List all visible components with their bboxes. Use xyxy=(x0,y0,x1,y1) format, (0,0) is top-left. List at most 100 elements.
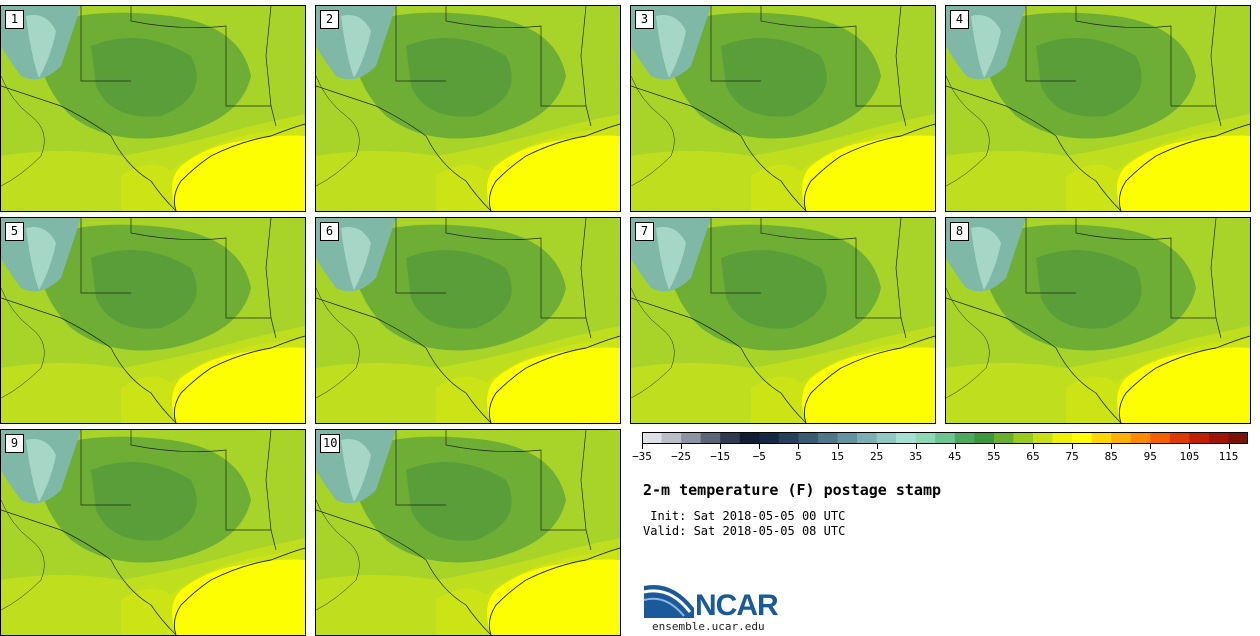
colorbar-tick-label: 85 xyxy=(1104,450,1118,463)
colorbar-tick xyxy=(954,444,956,449)
member-number: 5 xyxy=(5,222,24,241)
temperature-map xyxy=(1,6,305,211)
colorbar-tick-label: 55 xyxy=(987,450,1001,463)
colorbar-bin xyxy=(837,432,858,444)
member-panel: 10 xyxy=(315,429,621,636)
colorbar-tick xyxy=(1150,444,1152,449)
member-number: 3 xyxy=(635,10,654,29)
colorbar-bin xyxy=(1228,432,1248,444)
colorbar-bin xyxy=(896,432,917,444)
colorbar-bin xyxy=(974,432,995,444)
member-number: 10 xyxy=(320,434,341,453)
member-number: 1 xyxy=(5,10,24,29)
colorbar-tick xyxy=(642,444,643,449)
colorbar-tick xyxy=(837,444,839,449)
colorbar-tick-label: −35 xyxy=(632,450,652,463)
colorbar-ticks: −35 −25 −15 −5 5 15 25 35 45 55 65 75 85 95 105 115 xyxy=(632,444,1248,466)
colorbar-tick-label: 35 xyxy=(909,450,923,463)
colorbar-bin xyxy=(739,432,760,444)
member-panel: 5 xyxy=(0,217,306,424)
colorbar-bin xyxy=(1111,432,1132,444)
colorbar-tick-label: 95 xyxy=(1143,450,1157,463)
colorbar-bin xyxy=(778,432,799,444)
colorbar-bin xyxy=(1032,432,1054,444)
colorbar-bin xyxy=(1013,432,1034,444)
colorbar-tick xyxy=(1033,444,1034,449)
colorbar-bin xyxy=(1169,432,1190,444)
colorbar-tick-label: 75 xyxy=(1065,450,1079,463)
temperature-colorbar xyxy=(642,432,1248,444)
colorbar-tick-label: −25 xyxy=(671,450,692,463)
colorbar-bin xyxy=(720,432,741,444)
temperature-map xyxy=(1,218,305,423)
colorbar-bin xyxy=(798,432,819,444)
member-panel: 2 xyxy=(315,5,621,212)
temperature-map xyxy=(1,430,305,635)
colorbar-tick xyxy=(1189,444,1191,449)
member-panel: 3 xyxy=(630,5,936,212)
member-number: 2 xyxy=(320,10,339,29)
member-number: 6 xyxy=(320,222,339,241)
member-number: 7 xyxy=(635,222,654,241)
member-panel: 8 xyxy=(945,217,1251,424)
colorbar-bin xyxy=(1150,432,1171,444)
colorbar-bin xyxy=(857,432,878,444)
colorbar-tick xyxy=(720,444,722,449)
temperature-map xyxy=(316,6,620,211)
colorbar-tick xyxy=(798,444,800,449)
colorbar-bin xyxy=(700,432,721,444)
colorbar-tick xyxy=(1111,444,1113,449)
colorbar-tick-label: 45 xyxy=(948,450,962,463)
colorbar-bin xyxy=(681,432,702,444)
colorbar-bin xyxy=(1091,432,1112,444)
colorbar-tick xyxy=(1072,444,1074,449)
colorbar-tick-label: 15 xyxy=(830,450,845,463)
colorbar-bin xyxy=(993,432,1014,444)
member-panel: 6 xyxy=(315,217,621,424)
colorbar-tick-label: 105 xyxy=(1179,450,1200,463)
colorbar-bin xyxy=(1208,432,1229,444)
colorbar-frame xyxy=(642,432,1248,444)
colorbar-bin xyxy=(1189,432,1210,444)
logo-text: NCAR xyxy=(695,589,779,622)
colorbar-tick-label: −15 xyxy=(710,450,731,463)
member-panel: 1 xyxy=(0,5,306,212)
colorbar-bin xyxy=(817,432,838,444)
colorbar-tick-label: 65 xyxy=(1026,450,1040,463)
colorbar-tick-label: 25 xyxy=(869,450,884,463)
temperature-map xyxy=(316,430,620,635)
colorbar-bin xyxy=(1130,432,1151,444)
colorbar-tick-label: 5 xyxy=(795,450,802,463)
plot-title: 2-m temperature (F) postage stamp xyxy=(643,481,942,499)
colorbar-bin xyxy=(1052,432,1073,444)
temperature-map xyxy=(631,218,935,423)
valid-time: Valid: Sat 2018-05-05 08 UTC xyxy=(643,524,846,538)
logo-url: ensemble.ucar.edu xyxy=(652,620,765,633)
colorbar-tick xyxy=(1228,444,1230,449)
colorbar-bin xyxy=(935,432,956,444)
colorbar-tick-label: 115 xyxy=(1218,450,1239,463)
colorbar-tick xyxy=(876,444,878,449)
colorbar-bin xyxy=(915,432,936,444)
temperature-map xyxy=(631,6,935,211)
member-number: 4 xyxy=(950,10,969,29)
colorbar-tick xyxy=(915,444,917,449)
colorbar-bin xyxy=(642,432,663,444)
temperature-map xyxy=(946,6,1250,211)
colorbar-bin xyxy=(759,432,780,444)
init-time: Init: Sat 2018-05-05 00 UTC xyxy=(643,509,846,523)
colorbar-bin xyxy=(1072,432,1093,444)
ncar-logo-icon xyxy=(643,584,694,618)
colorbar-bin xyxy=(661,432,682,444)
member-panel: 7 xyxy=(630,217,936,424)
colorbar-bin xyxy=(954,432,975,444)
member-panel: 9 xyxy=(0,429,306,636)
temperature-map xyxy=(316,218,620,423)
member-number: 8 xyxy=(950,222,969,241)
colorbar-bin xyxy=(876,432,897,444)
colorbar-tick xyxy=(759,444,761,449)
temperature-map xyxy=(946,218,1250,423)
colorbar-tick xyxy=(993,444,995,449)
member-panel: 4 xyxy=(945,5,1251,212)
colorbar-tick xyxy=(681,444,683,449)
